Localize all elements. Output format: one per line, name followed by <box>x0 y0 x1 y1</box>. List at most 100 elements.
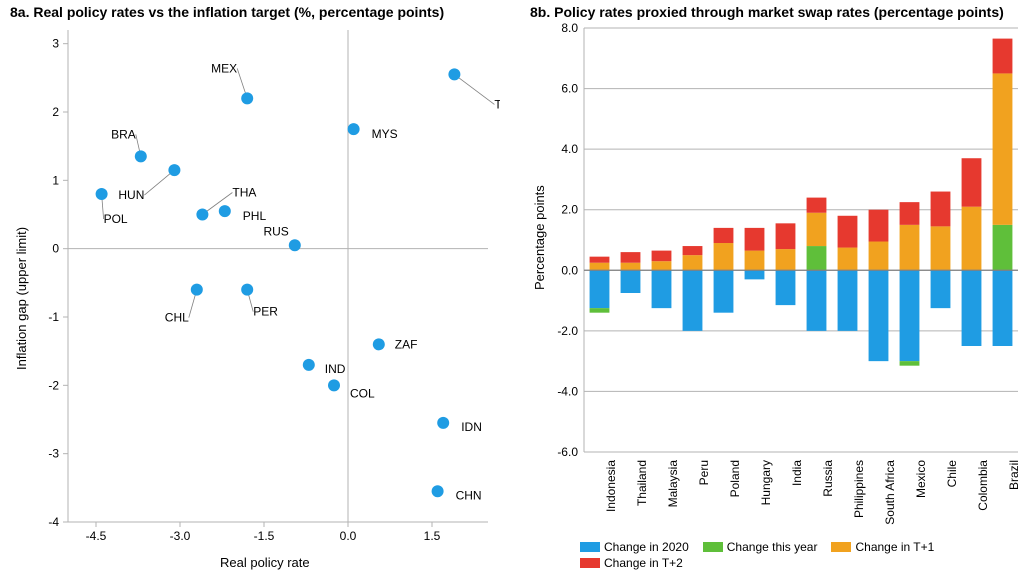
scatter-point <box>432 485 444 497</box>
bar-segment <box>900 270 920 361</box>
panel-b-category-label: Indonesia <box>604 460 618 512</box>
scatter-point <box>219 205 231 217</box>
chart-container: 8a. Real policy rates vs the inflation t… <box>0 0 1024 583</box>
scatter-point <box>448 68 460 80</box>
bar-segment <box>993 225 1013 270</box>
scatter-point <box>241 92 253 104</box>
panel-a-title: 8a. Real policy rates vs the inflation t… <box>10 4 444 20</box>
panel-b-category-label: India <box>790 460 804 486</box>
legend-item: Change in T+2 <box>580 556 683 570</box>
bar-segment <box>900 225 920 270</box>
bar-segment <box>807 246 827 270</box>
scatter-label: MYS <box>372 127 398 141</box>
panel-a-xtick: 0.0 <box>340 529 357 543</box>
bar-segment <box>807 270 827 331</box>
scatter-point <box>348 123 360 135</box>
bar-segment <box>621 252 641 263</box>
bar-segment <box>652 251 672 262</box>
panel-a-ytick: -1 <box>48 310 59 324</box>
scatter-point <box>373 338 385 350</box>
panel-b-category-label: Chile <box>945 460 959 487</box>
bar-segment <box>683 270 703 331</box>
bar-segment <box>745 251 765 271</box>
scatter-label: IDN <box>461 420 482 434</box>
scatter-point <box>241 284 253 296</box>
scatter-label: THA <box>232 186 256 200</box>
bar-segment <box>962 270 982 346</box>
legend-swatch <box>580 558 600 568</box>
scatter-label: BRA <box>111 127 136 141</box>
bar-segment <box>714 228 734 243</box>
bar-segment <box>683 255 703 270</box>
scatter-label: CHL <box>165 311 189 325</box>
bar-segment <box>807 198 827 213</box>
panel-b-legend: Change in 2020 Change this year Change in … <box>580 540 980 570</box>
panel-b: 8b. Policy rates proxied through market … <box>530 0 1024 583</box>
panel-a-ytick: 3 <box>52 37 59 51</box>
panel-b-category-label: Thailand <box>635 460 649 506</box>
panel-a-ytick: -2 <box>48 378 59 392</box>
bar-segment <box>993 270 1013 346</box>
panel-a-ytick: -4 <box>48 515 59 529</box>
panel-b-category-label: Hungary <box>759 460 773 505</box>
scatter-point <box>191 284 203 296</box>
bar-segment <box>931 270 951 308</box>
legend-label: Change in T+2 <box>604 556 683 570</box>
bar-segment <box>776 249 796 270</box>
panel-b-category-label: Colombia <box>976 460 990 511</box>
bar-segment <box>962 207 982 271</box>
bar-segment <box>900 361 920 366</box>
panel-b-ytick: -6.0 <box>557 445 578 459</box>
leader-line <box>454 74 494 104</box>
panel-b-title: 8b. Policy rates proxied through market … <box>530 4 1004 20</box>
scatter-point <box>168 164 180 176</box>
bar-segment <box>838 216 858 248</box>
bar-segment <box>838 248 858 271</box>
scatter-label: PER <box>253 305 278 319</box>
legend-label: Change this year <box>727 540 818 554</box>
scatter-label: POL <box>104 212 128 226</box>
scatter-label: HUN <box>118 188 144 202</box>
legend-item: Change in 2020 <box>580 540 689 554</box>
panel-a-ylabel: Inflation gap (upper limit) <box>14 227 29 370</box>
panel-a-ytick: 1 <box>52 173 59 187</box>
panel-b-ytick: 6.0 <box>561 82 578 96</box>
bar-segment <box>683 246 703 255</box>
panel-b-category-label: Peru <box>697 460 711 485</box>
bar-segment <box>652 261 672 270</box>
bar-segment <box>590 270 610 308</box>
bar-segment <box>993 73 1013 224</box>
panel-b-category-label: South Africa <box>883 460 897 525</box>
bar-segment <box>900 202 920 225</box>
legend-label: Change in T+1 <box>855 540 934 554</box>
panel-b-svg: -6.0-4.0-2.00.02.04.06.08.0 <box>530 22 1024 462</box>
legend-swatch <box>831 542 851 552</box>
legend-item: Change this year <box>703 540 818 554</box>
panel-a-xtick: -4.5 <box>86 529 107 543</box>
panel-b-ytick: -2.0 <box>557 324 578 338</box>
scatter-point <box>328 379 340 391</box>
bar-segment <box>776 223 796 249</box>
scatter-point <box>96 188 108 200</box>
scatter-point <box>289 239 301 251</box>
bar-segment <box>869 210 889 242</box>
scatter-label: PHL <box>243 209 267 223</box>
scatter-point <box>196 209 208 221</box>
scatter-label: ZAF <box>395 337 418 351</box>
panel-b-ytick: -4.0 <box>557 384 578 398</box>
bar-segment <box>931 192 951 227</box>
panel-a-xtick: 1.5 <box>424 529 441 543</box>
panel-a-xtick: -3.0 <box>170 529 191 543</box>
bar-segment <box>590 257 610 263</box>
bar-segment <box>962 158 982 206</box>
panel-a-ytick: -3 <box>48 447 59 461</box>
bar-segment <box>776 270 796 305</box>
bar-segment <box>869 270 889 361</box>
scatter-label: RUS <box>263 224 288 238</box>
legend-swatch <box>703 542 723 552</box>
scatter-label: COL <box>350 386 375 400</box>
bar-segment <box>652 270 672 308</box>
scatter-label: IND <box>325 362 346 376</box>
panel-a-xlabel: Real policy rate <box>220 555 310 570</box>
bar-segment <box>621 270 641 293</box>
